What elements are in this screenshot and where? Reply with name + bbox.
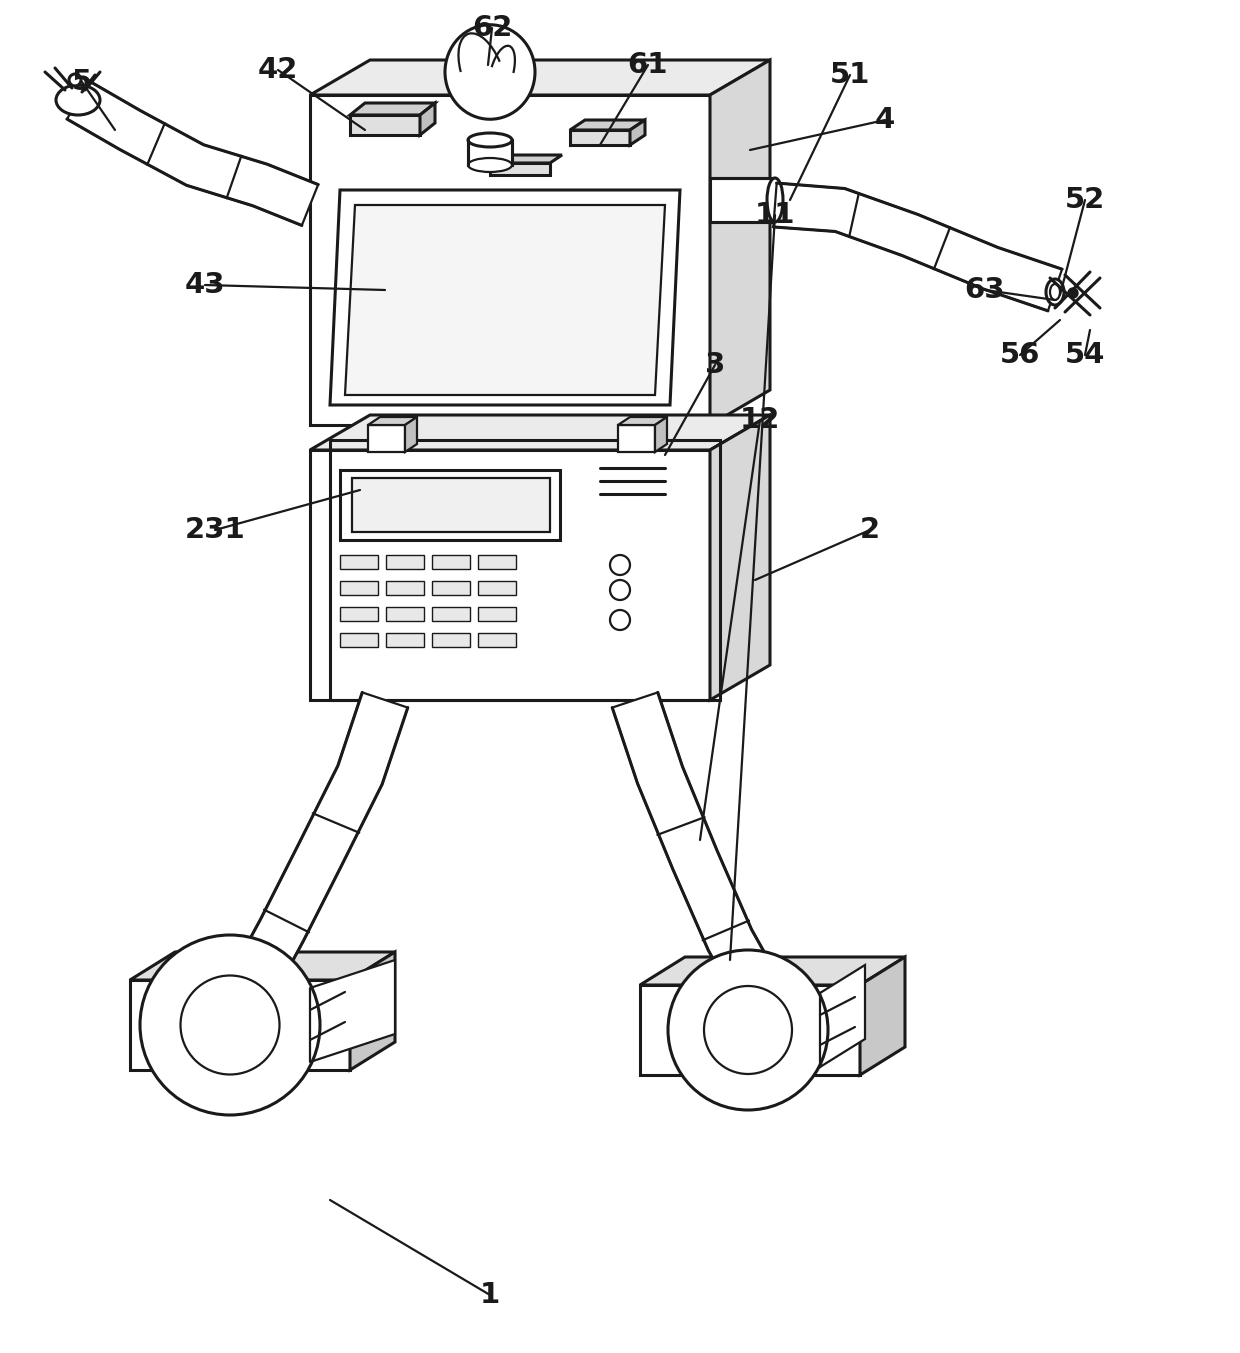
Polygon shape [420, 103, 435, 135]
Text: 63: 63 [965, 276, 1006, 304]
Polygon shape [640, 985, 861, 1076]
Ellipse shape [668, 950, 828, 1109]
Polygon shape [67, 81, 319, 226]
Ellipse shape [445, 24, 534, 119]
Text: 1: 1 [480, 1281, 500, 1308]
Text: 2: 2 [859, 515, 880, 544]
Text: 62: 62 [471, 14, 512, 42]
Ellipse shape [1050, 284, 1060, 300]
Bar [432, 580, 470, 595]
Polygon shape [130, 953, 396, 980]
Text: 5: 5 [72, 68, 92, 96]
Polygon shape [711, 60, 770, 425]
Text: 11: 11 [755, 202, 795, 229]
Bar [340, 633, 378, 647]
Polygon shape [655, 417, 667, 452]
Polygon shape [490, 162, 551, 175]
Polygon shape [820, 965, 866, 1068]
Polygon shape [490, 156, 562, 162]
Polygon shape [310, 961, 396, 1062]
Polygon shape [711, 179, 775, 222]
Bar [340, 555, 378, 570]
Bar [386, 555, 424, 570]
Bar [678, 993, 820, 1068]
Text: 51: 51 [830, 61, 870, 89]
Polygon shape [640, 957, 905, 985]
Text: 3: 3 [704, 350, 725, 379]
Bar [477, 607, 516, 621]
Circle shape [69, 74, 81, 87]
Bar [170, 988, 310, 1062]
Polygon shape [310, 451, 711, 700]
Ellipse shape [181, 976, 279, 1074]
Polygon shape [330, 189, 680, 405]
Polygon shape [310, 60, 770, 95]
Bar [386, 633, 424, 647]
Polygon shape [570, 120, 645, 130]
Circle shape [1068, 288, 1078, 298]
Ellipse shape [704, 986, 792, 1074]
Bar [340, 607, 378, 621]
Bar [340, 580, 378, 595]
Polygon shape [405, 417, 417, 452]
Polygon shape [350, 115, 420, 135]
Polygon shape [352, 478, 551, 532]
Polygon shape [345, 206, 665, 395]
Polygon shape [618, 417, 667, 425]
Bar [386, 580, 424, 595]
Ellipse shape [467, 158, 512, 172]
Polygon shape [310, 415, 770, 451]
Polygon shape [234, 693, 408, 992]
Text: 52: 52 [1065, 185, 1105, 214]
Text: 56: 56 [999, 341, 1040, 369]
Polygon shape [368, 417, 417, 425]
Text: 12: 12 [740, 406, 780, 434]
Polygon shape [774, 183, 1061, 311]
Bar [432, 555, 470, 570]
Polygon shape [368, 425, 405, 452]
Polygon shape [613, 693, 779, 1001]
Polygon shape [350, 103, 435, 115]
Ellipse shape [140, 935, 320, 1115]
Bar [432, 607, 470, 621]
Text: 42: 42 [258, 55, 298, 84]
Circle shape [610, 610, 630, 630]
Text: 4: 4 [875, 106, 895, 134]
Polygon shape [350, 953, 396, 1070]
Polygon shape [130, 980, 350, 1070]
Text: 231: 231 [185, 515, 246, 544]
Ellipse shape [467, 133, 512, 147]
Circle shape [610, 555, 630, 575]
Polygon shape [711, 415, 770, 700]
Polygon shape [570, 130, 630, 145]
Polygon shape [618, 425, 655, 452]
Ellipse shape [56, 85, 100, 115]
Polygon shape [630, 120, 645, 145]
Bar [386, 607, 424, 621]
Text: 61: 61 [627, 51, 668, 78]
Text: 54: 54 [1065, 341, 1105, 369]
Polygon shape [861, 957, 905, 1076]
Circle shape [610, 580, 630, 599]
Polygon shape [340, 469, 560, 540]
Text: 43: 43 [185, 271, 226, 299]
Bar [432, 633, 470, 647]
Bar [477, 555, 516, 570]
Ellipse shape [1047, 279, 1064, 304]
Polygon shape [310, 95, 711, 425]
Bar [477, 633, 516, 647]
Polygon shape [467, 139, 512, 165]
Ellipse shape [768, 179, 782, 222]
Bar [330, 440, 720, 700]
Bar [477, 580, 516, 595]
